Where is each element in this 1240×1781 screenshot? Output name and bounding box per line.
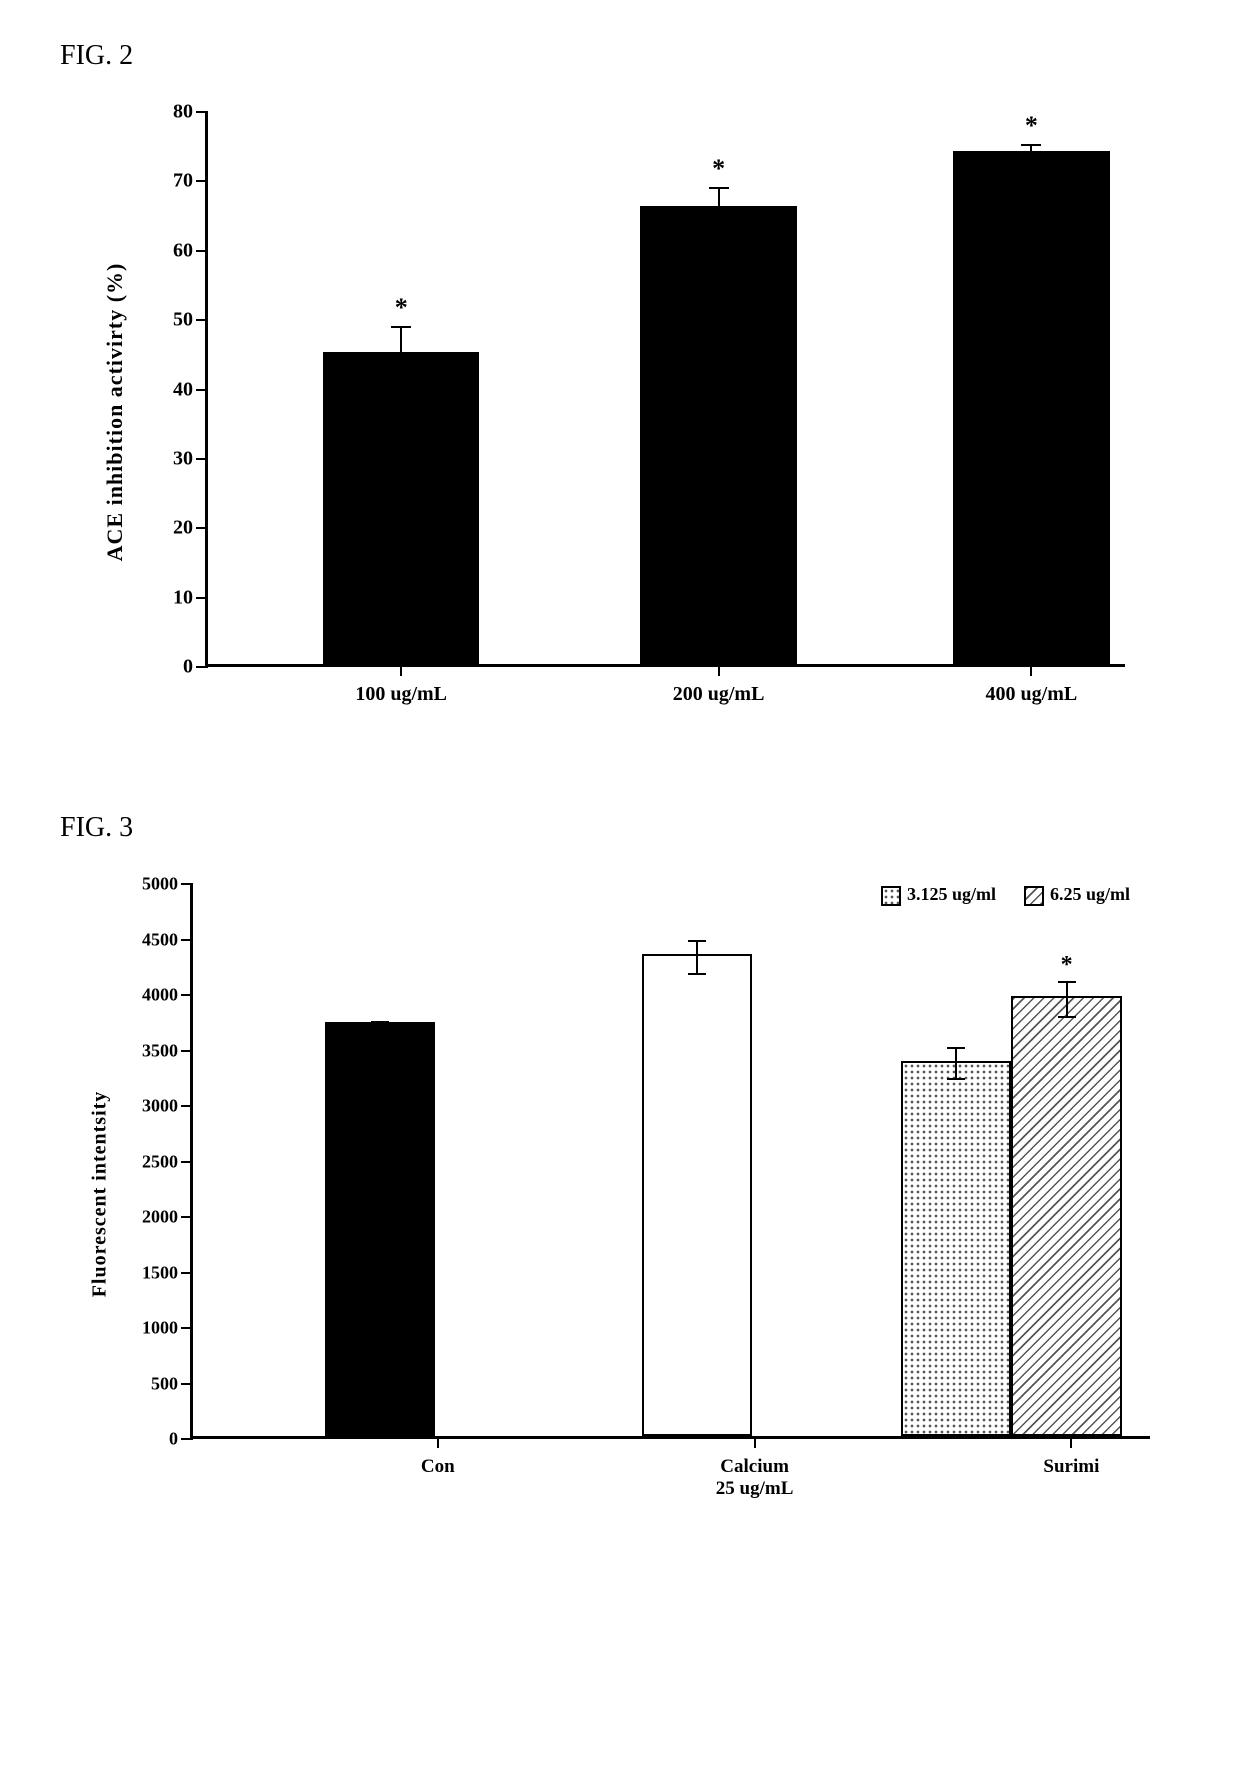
fig2-errorbar-cap	[391, 326, 411, 328]
fig2-ytick	[196, 250, 208, 252]
fig3-bar	[642, 954, 752, 1436]
fig3-chart: Fluorescent intentsity 0 500 1000 1500 2000 2…	[60, 874, 1180, 1514]
fig2-ytick	[196, 458, 208, 460]
fig3-errorbar	[1066, 982, 1068, 1018]
fig2-xtick	[718, 664, 720, 676]
fig3-ytick	[181, 939, 193, 941]
fig3-errorbar-cap	[688, 973, 706, 975]
fig3-ytick	[181, 1050, 193, 1052]
fig2-ytick-label: 40	[173, 378, 193, 401]
fig2-ytick	[196, 389, 208, 391]
fig3-ytick-label: 4000	[142, 985, 178, 1006]
fig3-xtick	[1070, 1436, 1072, 1448]
fig2-ytick	[196, 666, 208, 668]
fig2-ytick	[196, 527, 208, 529]
fig3-xtick	[437, 1436, 439, 1448]
fig3-ytick-label: 2000	[142, 1207, 178, 1228]
fig2-ytick-label: 80	[173, 101, 193, 124]
fig3-ytick	[181, 994, 193, 996]
fig2-errorbar-cap	[1021, 144, 1041, 146]
fig3-ytick-label: 500	[151, 1373, 178, 1394]
fig3-errorbar	[696, 941, 698, 974]
fig2-ytick-label: 0	[183, 656, 193, 679]
fig3-ytick-label: 2500	[142, 1151, 178, 1172]
fig2-xcat: 200 ug/mL	[673, 683, 765, 706]
fig2-ytick-label: 30	[173, 447, 193, 470]
fig3-ytick-label: 0	[169, 1429, 178, 1450]
fig2-sig-mark: *	[712, 154, 725, 184]
fig3-errorbar-cap	[688, 940, 706, 942]
fig2-ytick	[196, 597, 208, 599]
fig3-xcat: Surimi	[1043, 1456, 1099, 1478]
fig2-ytick-label: 50	[173, 309, 193, 332]
fig3-legend: 3.125 ug/ml 6.25 ug/ml	[881, 884, 1130, 906]
fig2-ylabel: ACE inhibition activirty (%)	[102, 263, 128, 562]
fig3-ytick	[181, 1105, 193, 1107]
fig2-sig-mark: *	[1025, 111, 1038, 141]
fig2-errorbar-cap	[709, 187, 729, 189]
fig3-ytick-label: 1500	[142, 1262, 178, 1283]
fig2-ytick-label: 60	[173, 239, 193, 262]
fig2-ytick-label: 70	[173, 170, 193, 193]
fig2-ytick	[196, 319, 208, 321]
fig2-errorbar	[400, 327, 402, 355]
fig2-xcat: 400 ug/mL	[986, 683, 1078, 706]
fig3-xcat-sub: 25 ug/mL	[716, 1478, 794, 1500]
fig3-errorbar-cap	[371, 1027, 389, 1029]
fig3-bar	[325, 1022, 435, 1436]
fig2-ytick	[196, 180, 208, 182]
fig3-ytick	[181, 1216, 193, 1218]
fig3-ytick	[181, 1327, 193, 1329]
fig3-errorbar-cap	[371, 1021, 389, 1023]
fig2-errorbar	[1030, 145, 1032, 153]
fig3-ylabel: Fluorescent intentsity	[89, 1091, 112, 1298]
fig3-legend-item: 6.25 ug/ml	[1024, 884, 1130, 906]
fig2-sig-mark: *	[395, 293, 408, 323]
fig3-legend-swatch	[881, 886, 901, 906]
fig3-ytick	[181, 1161, 193, 1163]
fig3-ytick-label: 3500	[142, 1040, 178, 1061]
fig2-errorbar	[718, 188, 720, 209]
fig3-ytick-label: 5000	[142, 874, 178, 895]
fig2-xtick	[400, 664, 402, 676]
fig3-bar	[1011, 996, 1121, 1436]
fig2-chart: ACE inhibition activirty (%) 0 10 20 30 40 50…	[60, 102, 1180, 722]
fig3-ytick	[181, 1438, 193, 1440]
fig3-legend-item: 3.125 ug/ml	[881, 884, 996, 906]
fig3-label: FIG. 3	[60, 812, 1180, 844]
fig2-ytick	[196, 111, 208, 113]
fig3-ytick	[181, 1272, 193, 1274]
fig3-ytick-label: 1000	[142, 1318, 178, 1339]
fig2-label: FIG. 2	[60, 40, 1180, 72]
fig2-ytick-label: 10	[173, 586, 193, 609]
fig3-ytick	[181, 883, 193, 885]
fig2-bar	[953, 151, 1109, 664]
fig3-errorbar-cap	[947, 1047, 965, 1049]
fig3-xtick	[754, 1436, 756, 1448]
fig3-ytick-label: 4500	[142, 929, 178, 950]
fig3-legend-swatch	[1024, 886, 1044, 906]
fig3-bar	[901, 1061, 1011, 1436]
fig3-errorbar-cap	[947, 1078, 965, 1080]
fig3-errorbar-cap	[1058, 981, 1076, 983]
fig3-sig-mark: *	[1061, 952, 1073, 979]
fig3-errorbar-cap	[1058, 1016, 1076, 1018]
fig3-errorbar	[955, 1048, 957, 1079]
fig3-ytick	[181, 1383, 193, 1385]
fig2-ytick-label: 20	[173, 517, 193, 540]
fig2-xcat: 100 ug/mL	[355, 683, 447, 706]
fig3-ytick-label: 3000	[142, 1096, 178, 1117]
fig3-xcat: Calcium	[720, 1456, 789, 1478]
fig3-xcat: Con	[421, 1456, 455, 1478]
fig2-bar	[323, 352, 479, 664]
fig2-xtick	[1030, 664, 1032, 676]
fig2-bar	[640, 206, 796, 664]
